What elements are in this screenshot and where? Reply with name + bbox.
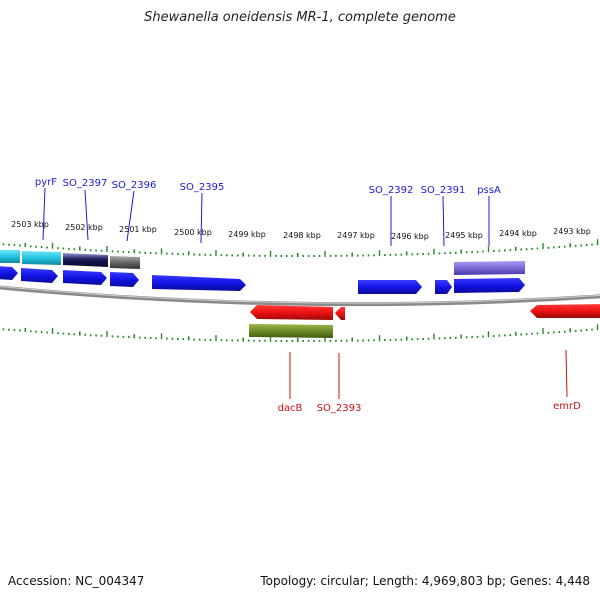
genome-backbone — [0, 285, 600, 307]
accession-text: Accession: NC_004347 — [8, 574, 145, 588]
map-title: Shewanella oneidensis MR-1, complete gen… — [144, 10, 456, 25]
scale-label: 2503 kbp — [11, 220, 49, 229]
gene-arrow-forward[interactable] — [0, 266, 18, 280]
scale-ticks-top — [2, 239, 599, 257]
bottom-gene-labels: dacB SO_2393 emrD — [278, 401, 582, 414]
gene-arrow-reverse[interactable] — [530, 304, 600, 318]
gene-arrow-forward[interactable] — [152, 275, 246, 291]
scale-label: 2495 kbp — [445, 231, 483, 240]
gene-label-so-2391[interactable]: SO_2391 — [421, 185, 466, 196]
scale-label: 2494 kbp — [499, 229, 537, 238]
gene-label-so-2396[interactable]: SO_2396 — [112, 180, 157, 191]
gene-arrow-forward[interactable] — [63, 270, 107, 285]
reverse-genes — [250, 304, 600, 320]
gray-feature[interactable] — [110, 256, 140, 269]
bottom-label-leaders — [289, 349, 568, 399]
navy-feature[interactable] — [63, 253, 108, 267]
gene-label-dacB[interactable]: dacB — [278, 403, 303, 414]
forward-genes — [0, 266, 525, 294]
cyan-feature[interactable] — [0, 250, 20, 263]
scale-label: 2493 kbp — [553, 227, 591, 236]
scale-label: 2498 kbp — [283, 231, 321, 240]
gene-label-so-2393[interactable]: SO_2393 — [317, 403, 362, 414]
gene-label-pssA[interactable]: pssA — [477, 185, 501, 196]
scale-label: 2500 kbp — [174, 228, 212, 237]
upper-feature-track — [0, 250, 525, 275]
gene-label-pyrF[interactable]: pyrF — [35, 177, 57, 188]
topology-text: Topology: circular; Length: 4,969,803 bp… — [260, 574, 590, 588]
gene-arrow-forward[interactable] — [454, 278, 525, 293]
scale-label: 2499 kbp — [228, 230, 266, 239]
purple-feature[interactable] — [454, 261, 525, 275]
gene-arrow-forward[interactable] — [358, 280, 422, 294]
top-gene-labels: pyrF SO_2397 SO_2396 SO_2395 SO_2392 SO_… — [35, 177, 501, 196]
gene-arrow-reverse[interactable] — [335, 307, 345, 320]
gene-label-so-2395[interactable]: SO_2395 — [180, 182, 225, 193]
scale-label: 2496 kbp — [391, 232, 429, 241]
gene-arrow-forward[interactable] — [110, 272, 139, 287]
gene-label-so-2392[interactable]: SO_2392 — [369, 185, 414, 196]
scale-labels: 2503 kbp 2502 kbp 2501 kbp 2500 kbp 2499… — [11, 220, 591, 241]
olive-feature[interactable] — [249, 324, 333, 338]
gene-arrow-forward[interactable] — [435, 280, 452, 294]
genome-backbone-highlight — [0, 285, 600, 304]
scale-label: 2497 kbp — [337, 231, 375, 240]
cyan-feature[interactable] — [22, 251, 61, 265]
gene-label-so-2397[interactable]: SO_2397 — [63, 178, 108, 189]
scale-ticks-bottom — [2, 324, 599, 342]
gene-arrow-forward[interactable] — [21, 268, 58, 283]
gene-label-emrD[interactable]: emrD — [553, 401, 581, 412]
scale-label: 2501 kbp — [119, 225, 157, 234]
lower-feature-track — [249, 324, 333, 338]
gene-arrow-reverse[interactable] — [250, 305, 333, 320]
scale-label: 2502 kbp — [65, 223, 103, 232]
top-label-leaders — [42, 187, 490, 247]
